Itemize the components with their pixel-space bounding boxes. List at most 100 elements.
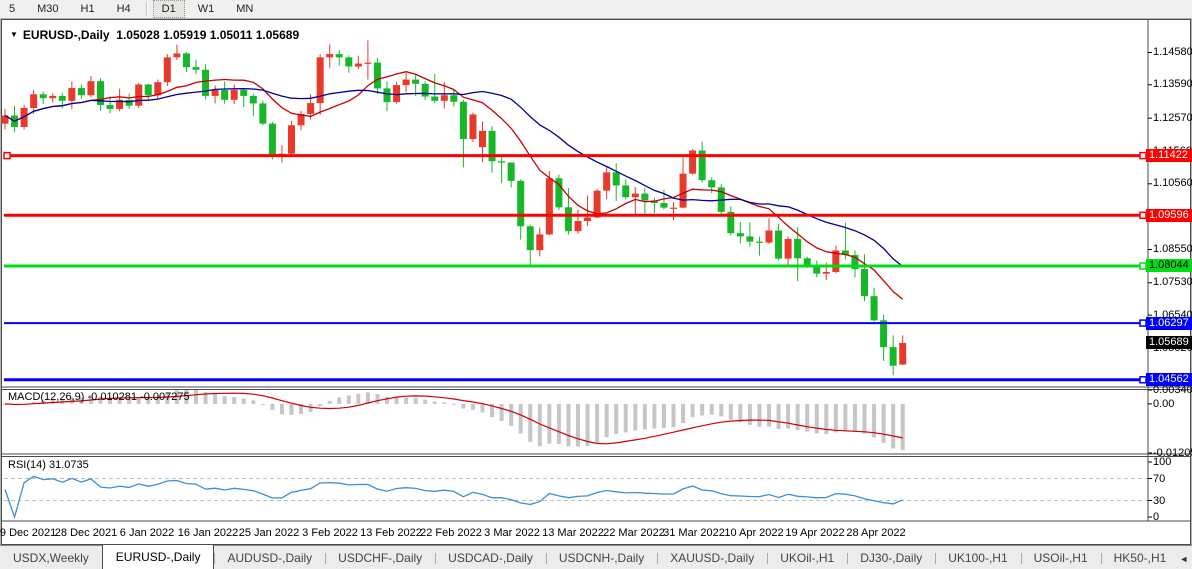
tab-usdchf-daily[interactable]: USDCHF-,Daily [325,547,435,569]
date-axis-label: 3 Feb 2022 [302,527,358,539]
price-axis-tick-label: 1.13590 [1153,78,1192,91]
tab-hk50-h1[interactable]: HK50-,H1 [1100,547,1180,569]
candle-body [421,83,429,97]
candle-body [326,54,334,58]
candle-body [211,90,219,96]
candle-body [373,62,381,89]
tab-audusd-daily[interactable]: AUDUSD-,Daily [214,547,325,569]
date-axis-label: 19 Apr 2022 [785,527,845,539]
date-axis-label: 6 Jan 2022 [119,527,175,539]
macd-histogram-bar [872,403,877,438]
macd-histogram-bar [681,403,686,424]
macd-histogram-bar [241,398,246,404]
macd-histogram-bar [528,403,533,442]
macd-histogram-bar [757,403,762,427]
macd-histogram-bar [442,402,447,404]
candle-body [526,226,534,251]
candle-body [727,211,735,234]
tab-usdx-weekly[interactable]: USDX,Weekly [13,551,89,565]
tab-usoil-h1[interactable]: USOil-,H1 [1020,547,1101,569]
date-axis-label: 22 Feb 2022 [420,527,482,539]
timeframe-button-h4[interactable]: H4 [116,3,131,15]
tab-scroll-left-icon[interactable]: ◄ [1179,554,1189,564]
candle-body [822,272,830,274]
candle-body [354,63,362,67]
candle-body [670,207,677,209]
macd-histogram-bar [795,403,800,431]
macd-histogram-bar [232,397,237,404]
candle-body [335,54,343,58]
timeframe-button-mn[interactable]: MN [236,3,254,15]
candle-body [77,88,85,96]
tab-usdcad-daily[interactable]: USDCAD-,Daily [435,547,546,569]
date-axis-label: 16 Jan 2022 [177,527,239,539]
macd-histogram-bar [671,403,676,428]
macd-histogram-bar [98,396,103,404]
timeframe-button-m30[interactable]: M30 [37,3,59,15]
candle-body [221,90,229,100]
tab-dj30-daily[interactable]: DJ30-,Daily [847,547,935,569]
date-axis-label: 10 Apr 2022 [724,527,784,539]
price-axis-tick-label: 1.07530 [1153,276,1192,289]
candle-body [698,150,706,181]
candle-body [192,67,200,70]
tab-eurusd-daily[interactable]: EURUSD-,Daily [101,544,215,569]
macd-histogram-bar [805,403,810,432]
timeframe-button-w1[interactable]: W1 [197,3,215,15]
candle-body [622,185,630,198]
macd-axis-tick-label: 0.00 [1153,397,1175,410]
macd-histogram-bar [432,401,437,404]
candle-body [861,269,868,297]
macd-histogram-bar [852,403,857,432]
candle-body [536,234,544,251]
candle-body [383,88,391,103]
rsi-axis-tick-label: 30 [1153,494,1166,507]
macd-histogram-bar [165,393,170,404]
macd-histogram-bar [327,400,332,404]
candle-body [775,230,783,259]
price-badge: 1.05689 [1146,336,1192,350]
macd-histogram-bar [537,403,542,447]
macd-histogram-bar [786,403,791,429]
macd-histogram-bar [299,403,304,414]
macd-histogram-bar [480,403,485,413]
candle-body [641,193,649,201]
candle-body [307,103,315,114]
candle-body [345,57,353,67]
tab-ukoil-h1[interactable]: UKOil-,H1 [767,547,847,569]
candle-body [268,123,276,155]
date-axis-label: 28 Apr 2022 [846,527,906,539]
tab-uk100-h1[interactable]: UK100-,H1 [935,547,1020,569]
timeframe-button-5[interactable]: 5 [9,3,16,15]
macd-histogram-bar [490,403,495,418]
candle-body [125,99,133,106]
price-badge: 1.06297 [1146,316,1192,330]
macd-histogram-bar [747,403,752,425]
candle-body [30,94,38,108]
tab-usdcnh-daily[interactable]: USDCNH-,Daily [545,547,657,569]
candle-body [507,162,515,181]
macd-histogram-bar [203,392,208,404]
macd-histogram-bar [470,403,475,410]
macd-axis-tick-label: 0.003408 [1153,384,1192,396]
rsi-line [4,475,903,520]
candle-body [49,95,57,99]
candle-body [182,53,190,68]
candle-body [545,178,553,235]
symbol-dropdown-icon[interactable]: ▼ [10,30,18,39]
candle-body [841,250,849,256]
timeframe-button-d1[interactable]: D1 [152,0,185,18]
date-axis-label: 3 Mar 2022 [484,527,540,539]
macd-histogram-bar [146,397,151,404]
tab-xauusd-daily[interactable]: XAUUSD-,Daily [657,547,767,569]
macd-name: MACD(12,26,9) [8,391,85,403]
timeframe-button-h1[interactable]: H1 [80,3,95,15]
candle-body [440,95,448,101]
hline-anchor-left[interactable] [3,151,11,160]
macd-histogram-bar [881,403,886,443]
candle-body [603,172,611,191]
macd-histogram-bar [365,392,370,404]
macd-histogram-bar [337,397,342,404]
